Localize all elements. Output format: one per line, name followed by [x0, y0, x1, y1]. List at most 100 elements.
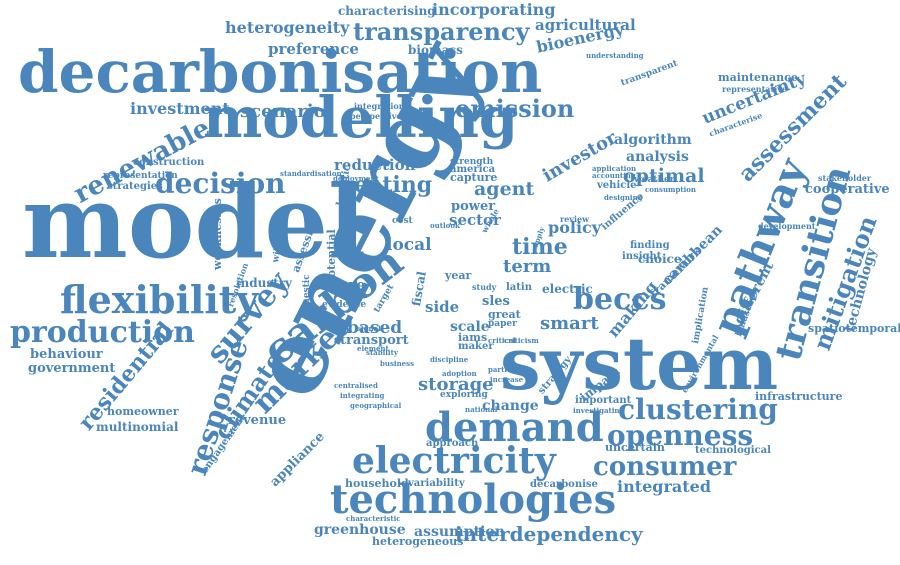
word-clustering: clustering: [618, 393, 778, 426]
word-deployment: deployment: [333, 174, 379, 183]
word-government: government: [28, 361, 116, 376]
word-optimal: optimal: [623, 165, 705, 187]
word-smart: smart: [540, 313, 599, 334]
word-greenhouse: greenhouse: [314, 522, 406, 538]
word-great: great: [488, 308, 521, 321]
word-behaviour: behaviour: [30, 347, 103, 362]
word-finding: finding: [630, 240, 670, 251]
word-agricultural: agricultural: [535, 16, 636, 34]
word-electricity: electricity: [352, 440, 556, 482]
word-infrastructure: infrastructure: [755, 390, 843, 403]
word-term: term: [503, 256, 552, 277]
word-policy: policy: [548, 218, 602, 237]
word-consumption: consumption: [645, 185, 697, 194]
word-agent: agent: [474, 178, 535, 200]
word-signal: signal: [357, 324, 381, 333]
word-heating: heating: [338, 172, 433, 198]
word-consumer: consumer: [593, 452, 737, 482]
word-discipline: discipline: [430, 355, 469, 364]
word-interdependency: interdependency: [455, 522, 643, 546]
word-incorporating: incorporating: [432, 0, 556, 19]
word-year: year: [445, 269, 472, 282]
word-weaknesses: weaknesses: [211, 198, 224, 270]
word-transparent: transparent: [619, 58, 680, 89]
word-latin: latin: [506, 282, 532, 293]
word-spatiotemporal: spatiotemporal: [808, 322, 900, 335]
word-demand: demand: [425, 404, 604, 451]
word-paper: paper: [488, 319, 517, 329]
word-model: model: [22, 163, 367, 281]
word-reduction: reduction: [334, 156, 416, 174]
word-cost: cost: [392, 216, 413, 226]
word-application: application: [592, 164, 637, 173]
word-investigating: investigating: [573, 406, 625, 415]
word-perspective: perspective: [350, 111, 402, 121]
word-emission: emission: [455, 94, 575, 123]
word-transport: transport: [340, 333, 409, 348]
word-side: side: [425, 298, 460, 316]
word-increase: increase: [490, 375, 524, 384]
word-preference: preference: [268, 40, 359, 58]
word-integration: integration: [354, 101, 405, 111]
word-exploring: exploring: [440, 390, 488, 400]
word-future: future: [313, 276, 366, 294]
word-electric: electric: [542, 282, 593, 296]
word-scenario: scenario: [240, 101, 326, 122]
word-approach: approach: [426, 438, 479, 449]
word-strategies: strategies: [107, 181, 163, 192]
word-understanding: understanding: [586, 51, 644, 60]
word-important: important: [575, 395, 632, 406]
word-centralised: centralised: [334, 381, 378, 390]
word-heterogeneity: heterogeneity: [225, 18, 350, 37]
word-household: household: [345, 477, 409, 490]
word-storage: storage: [418, 374, 494, 395]
word-decision: decision: [155, 167, 286, 200]
word-decarbonisation: decarbonisation: [18, 38, 543, 106]
word-development: development: [758, 221, 816, 231]
word-homeowner: homeowner: [107, 405, 179, 418]
word-domestic: domestic: [302, 274, 312, 320]
word-america: america: [450, 164, 496, 175]
word-sles: sles: [482, 294, 510, 309]
word-production: production: [10, 315, 195, 350]
word-stakeholder: stakeholder: [818, 173, 872, 183]
word-sector: sector: [449, 211, 501, 229]
word-representation: representation: [103, 171, 178, 181]
word-insight: insight: [622, 251, 662, 262]
word-choice: choice: [638, 252, 682, 266]
word-national: national: [465, 405, 498, 414]
word-standardisation: standardisation: [280, 169, 342, 178]
word-accounting: accounting: [592, 171, 636, 180]
word-openness: openness: [607, 419, 754, 452]
word-assumption: assumption: [414, 524, 505, 540]
word-based: based: [347, 318, 403, 338]
word-heterogeneous: heterogeneous: [372, 535, 464, 548]
word-modelling: modelling: [203, 85, 519, 151]
word-biomass: biomass: [408, 43, 463, 57]
word-capture: capture: [450, 171, 498, 184]
word-cooperative: cooperative: [805, 182, 890, 197]
word-maker: maker: [458, 341, 494, 352]
word-business: business: [380, 359, 415, 368]
word-variability: variability: [408, 478, 465, 489]
word-power: power: [451, 199, 496, 214]
word-iams: iams: [458, 331, 488, 344]
word-change: change: [482, 398, 539, 414]
word-technological: technological: [695, 445, 771, 456]
word-criticism: criticism: [504, 336, 539, 345]
word-construction: construction: [133, 157, 205, 168]
word-industry: industry: [236, 276, 292, 290]
word-designing: designing: [604, 193, 643, 202]
word-integrated: integrated: [617, 477, 712, 496]
word-analysis: analysis: [626, 149, 689, 165]
word-outlook: outlook: [430, 221, 460, 230]
word-representative: representative: [722, 84, 787, 94]
word-appliance: appliance: [267, 429, 328, 490]
word-vehicle: vehicle: [597, 180, 637, 191]
word-review: review: [560, 214, 589, 224]
word-element: element: [357, 344, 389, 353]
word-geographical: geographical: [350, 401, 402, 410]
word-revenue: revenue: [228, 413, 287, 428]
word-algorithm: algorithm: [614, 132, 692, 148]
